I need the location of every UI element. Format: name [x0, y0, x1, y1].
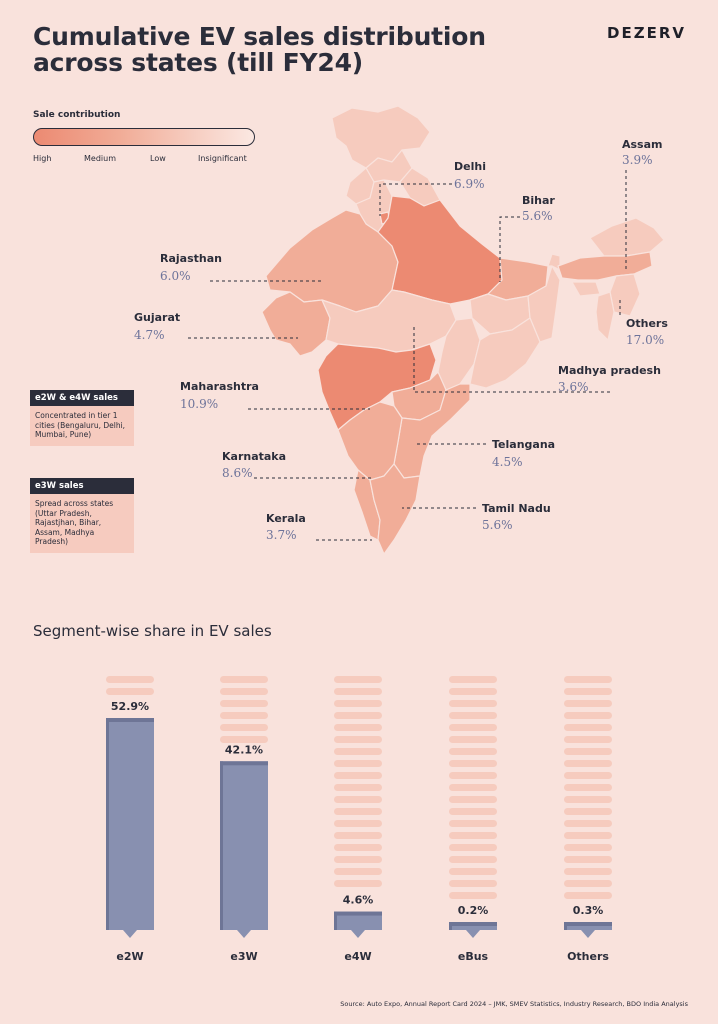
bar-track-e2w [106, 676, 154, 695]
label-assam-value: 3.9% [622, 153, 653, 167]
bar-edge-ebus [449, 922, 452, 930]
bar-track-others [564, 676, 612, 899]
bar-e3w [220, 761, 268, 930]
bar-e4w [334, 911, 382, 930]
state-sikkim [547, 253, 561, 271]
label-gujarat-value: 4.7% [134, 328, 165, 342]
leader-bihar [499, 216, 520, 282]
state-tripura-mizoram [595, 291, 615, 341]
label-gujarat-name: Gujarat [134, 311, 180, 324]
state-odisha [469, 317, 541, 389]
label-rajasthan-value: 6.0% [160, 269, 191, 283]
label-kerala-name: Kerala [266, 512, 306, 525]
state-assam [557, 251, 653, 281]
bar-e2w [106, 718, 154, 930]
info-box-e2w-e4w-body: Concentrated in tier 1 cities (Bengaluru… [35, 411, 126, 439]
legend-gradient-bar [33, 128, 255, 146]
label-tamil-nadu-value: 5.6% [482, 518, 513, 532]
label-bihar-name: Bihar [522, 194, 555, 207]
bar-pointer-ebus [466, 930, 480, 938]
bar-cap-e2w [106, 718, 154, 722]
label-assam-name: Assam [622, 138, 663, 151]
label-telangana-value: 4.5% [492, 455, 523, 469]
brand-logo: DEZERV [607, 24, 686, 42]
leader-delhi [379, 183, 452, 216]
bar-track-e4w [334, 676, 382, 887]
label-maharashtra-name: Maharashtra [180, 380, 259, 393]
label-delhi-value: 6.9% [454, 177, 485, 191]
info-box-e2w-e4w: e2W & e4W sales Concentrated in tier 1 c… [30, 390, 134, 446]
state-chhattisgarh [437, 317, 481, 391]
bar-cap-others [564, 922, 612, 926]
info-box-e3w: e3W sales Spread across states (Uttar Pr… [30, 478, 134, 553]
bar-edge-others [564, 922, 567, 930]
bar-category-label-e2w: e2W [116, 950, 143, 963]
bar-category-label-e4w: e4W [344, 950, 371, 963]
segment-chart-title: Segment-wise share in EV sales [33, 622, 272, 640]
legend-label-low: Low [150, 154, 166, 163]
bar-edge-e3w [220, 761, 223, 930]
bar-pointer-e3w [237, 930, 251, 938]
page-title: Cumulative EV sales distribution across … [33, 22, 486, 77]
state-tamil-nadu [369, 463, 421, 555]
bar-category-label-e3w: e3W [230, 950, 257, 963]
bar-cap-ebus [449, 922, 497, 926]
label-tamil-nadu-name: Tamil Nadu [482, 502, 551, 515]
leader-madhya-pradesh [413, 326, 610, 393]
label-karnataka-value: 8.6% [222, 466, 253, 480]
label-telangana-name: Telangana [492, 438, 555, 451]
label-others-value: 17.0% [626, 333, 664, 347]
bar-value-label-ebus: 0.2% [458, 904, 489, 917]
bar-edge-e4w [334, 911, 337, 930]
label-others-name: Others [626, 317, 668, 330]
info-box-e2w-e4w-head: e2W & e4W sales [30, 390, 134, 406]
label-rajasthan-name: Rajasthan [160, 252, 222, 265]
legend-label-medium: Medium [84, 154, 116, 163]
bar-cap-e3w [220, 761, 268, 766]
label-maharashtra-value: 10.9% [180, 397, 218, 411]
bar-pointer-e4w [351, 930, 365, 938]
bar-edge-e2w [106, 718, 109, 930]
bar-pointer-e2w [123, 930, 137, 938]
bar-track-ebus [449, 676, 497, 899]
bar-value-label-e4w: 4.6% [343, 894, 374, 907]
label-delhi-name: Delhi [454, 160, 486, 173]
legend-label-high: High [33, 154, 52, 163]
info-box-e3w-body: Spread across states (Uttar Pradesh, Raj… [35, 499, 114, 546]
state-labels: Delhi 6.9% Assam 3.9% Bihar 5.6% Rajasth… [134, 138, 668, 542]
label-madhya-pradesh-name: Madhya pradesh [558, 364, 661, 377]
bar-track-e3w [220, 676, 268, 743]
source-note: Source: Auto Expo, Annual Report Card 20… [340, 1000, 688, 1008]
bar-category-label-others: Others [567, 950, 609, 963]
label-madhya-pradesh-value: 3.6% [558, 380, 589, 394]
label-karnataka-name: Karnataka [222, 450, 286, 463]
legend-title: Sale contribution [33, 110, 121, 120]
state-meghalaya [571, 281, 601, 297]
info-box-e3w-head: e3W sales [30, 478, 134, 494]
bar-value-label-e3w: 42.1% [225, 743, 263, 756]
india-map: Delhi 6.9% Assam 3.9% Bihar 5.6% Rajasth… [134, 105, 668, 555]
bar-cap-e4w [334, 911, 382, 916]
label-kerala-value: 3.7% [266, 528, 297, 542]
bar-value-label-others: 0.3% [573, 904, 604, 917]
legend-label-insignificant: Insignificant [198, 154, 247, 163]
label-bihar-value: 5.6% [522, 209, 553, 223]
bar-pointer-others [581, 930, 595, 938]
bar-category-label-ebus: eBus [458, 950, 489, 963]
bar-value-label-e2w: 52.9% [111, 700, 149, 713]
